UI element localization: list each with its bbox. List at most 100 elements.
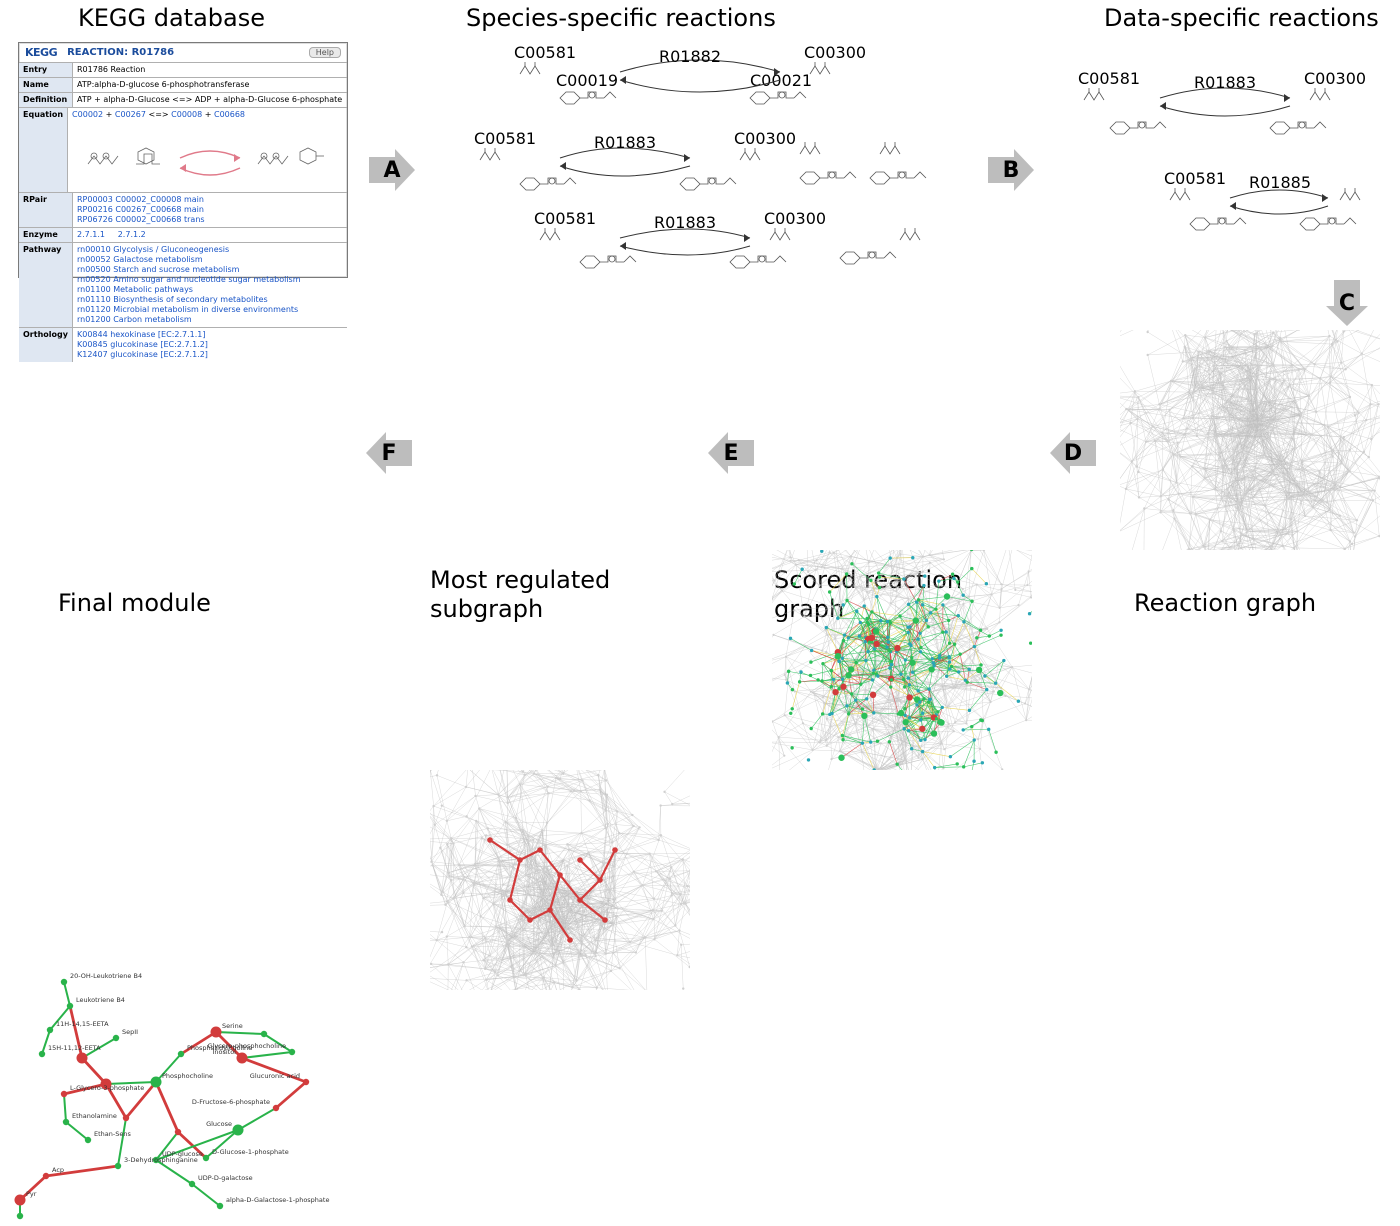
data-reactions-diagram: C00581 C00300 R01883 C00581 R01885 <box>1060 42 1390 278</box>
svg-text:R01883: R01883 <box>594 133 656 152</box>
kegg-val-enzyme: 2.7.1.1 2.7.1.2 <box>73 228 347 242</box>
kegg-pw4[interactable]: rn00520 Amino sugar and nucleotide sugar… <box>77 275 343 285</box>
kegg-help-button[interactable]: Help <box>309 47 341 58</box>
kegg-reaction-title: REACTION: R01786 <box>67 47 174 58</box>
arrow-E-label: E <box>723 441 738 466</box>
caption-subgraph-l2: subgraph <box>430 595 543 623</box>
svg-text:C00581: C00581 <box>474 129 536 148</box>
kegg-or1[interactable]: K00844 hexokinase [EC:2.7.1.1] <box>77 330 343 340</box>
kegg-enzyme-2[interactable]: 2.7.1.2 <box>118 230 146 239</box>
kegg-eq-diagram <box>80 124 340 186</box>
kegg-val-rpair: RP00003 C00002_C00008 main RP00216 C0026… <box>73 193 347 227</box>
scored-graph-panel <box>772 550 1032 770</box>
kegg-val-pathway: rn00010 Glycolysis / Gluconeogenesis rn0… <box>73 243 347 327</box>
kegg-eq-c3[interactable]: C00008 <box>171 110 202 119</box>
final-module-panel: 20-OH-Leukotriene B4Leukotriene B411H-14… <box>6 962 356 1222</box>
kegg-pw2[interactable]: rn00052 Galactose metabolism <box>77 255 343 265</box>
data-reactions-panel: C00581 C00300 R01883 C00581 R01885 <box>1060 42 1390 278</box>
arrow-A-label: A <box>383 158 400 183</box>
kegg-pw7[interactable]: rn01120 Microbial metabolism in diverse … <box>77 305 343 315</box>
kegg-or2[interactable]: K00845 glucokinase [EC:2.7.1.2] <box>77 340 343 350</box>
arrow-B-label: B <box>1003 158 1020 183</box>
species-reactions-diagram: C00581 C00300 C00019 C00021 R01882 C0058… <box>440 42 960 278</box>
kegg-val-name: ATP:alpha-D-glucose 6-phosphotransferase <box>73 78 347 92</box>
kegg-pw6[interactable]: rn01110 Biosynthesis of secondary metabo… <box>77 295 343 305</box>
kegg-eq-op: <=> <box>148 110 171 119</box>
svg-text:R01885: R01885 <box>1249 173 1311 192</box>
kegg-val-entry: R01786 Reaction <box>73 63 347 77</box>
kegg-row-rpair: RPair RP00003 C00002_C00008 main RP00216… <box>19 192 347 227</box>
svg-text:R01883: R01883 <box>1194 73 1256 92</box>
kegg-header: KEGG REACTION: R01786 Help <box>19 43 347 62</box>
arrow-C: C <box>1320 276 1374 330</box>
caption-rgraph: Reaction graph <box>1134 589 1316 618</box>
svg-text:R01883: R01883 <box>654 213 716 232</box>
kegg-eq-c2[interactable]: C00267 <box>115 110 146 119</box>
title-species: Species-specific reactions <box>466 4 776 32</box>
kegg-row-orthology: Orthology K00844 hexokinase [EC:2.7.1.1]… <box>19 327 347 362</box>
svg-text:R01882: R01882 <box>659 47 721 66</box>
kegg-row-enzyme: Enzyme 2.7.1.1 2.7.1.2 <box>19 227 347 242</box>
kegg-key-eq: Equation <box>19 108 68 192</box>
kegg-row-equation: Equation C00002 + C00267 <=> C00008 + C0… <box>19 107 347 192</box>
kegg-row-name: Name ATP:alpha-D-glucose 6-phosphotransf… <box>19 77 347 92</box>
kegg-card: KEGG REACTION: R01786 Help Entry R01786 … <box>18 42 348 278</box>
svg-text:C00300: C00300 <box>734 129 796 148</box>
svg-text:C00021: C00021 <box>750 71 812 90</box>
arrow-E: E <box>704 426 758 480</box>
arrow-A: A <box>365 143 419 197</box>
svg-text:C00581: C00581 <box>514 43 576 62</box>
kegg-row-definition: Definition ATP + alpha-D-Glucose <=> ADP… <box>19 92 347 107</box>
caption-subgraph: Most regulated subgraph <box>430 566 610 624</box>
caption-subgraph-l1: Most regulated <box>430 566 610 594</box>
kegg-rpair-3[interactable]: RP06726 C00002_C00668 trans <box>77 215 343 225</box>
kegg-key-pathway: Pathway <box>19 243 73 327</box>
svg-text:C00300: C00300 <box>1304 69 1366 88</box>
caption-final: Final module <box>58 589 211 618</box>
kegg-key-def: Definition <box>19 93 73 107</box>
title-kegg: KEGG database <box>78 4 265 32</box>
reaction-graph-panel <box>1120 330 1380 550</box>
subgraph-svg <box>430 770 690 990</box>
arrow-D-label: D <box>1064 441 1082 466</box>
svg-text:C00581: C00581 <box>1078 69 1140 88</box>
kegg-pw1[interactable]: rn00010 Glycolysis / Gluconeogenesis <box>77 245 343 255</box>
kegg-rpair-2[interactable]: RP00216 C00267_C00668 main <box>77 205 343 215</box>
svg-text:C00300: C00300 <box>764 209 826 228</box>
kegg-or3[interactable]: K12407 glucokinase [EC:2.7.1.2] <box>77 350 343 360</box>
kegg-rpair-1[interactable]: RP00003 C00002_C00008 main <box>77 195 343 205</box>
kegg-val-eq: C00002 + C00267 <=> C00008 + C00668 <box>68 108 352 192</box>
kegg-key-enzyme: Enzyme <box>19 228 73 242</box>
svg-text:C00581: C00581 <box>1164 169 1226 188</box>
reaction-graph-svg <box>1120 330 1380 550</box>
scored-graph-svg <box>772 550 1032 770</box>
arrow-C-label: C <box>1339 291 1355 316</box>
title-data: Data-specific reactions <box>1104 4 1379 32</box>
kegg-pw8[interactable]: rn01200 Carbon metabolism <box>77 315 343 325</box>
final-module-svg: 20-OH-Leukotriene B4Leukotriene B411H-14… <box>6 962 356 1222</box>
kegg-eq-c4[interactable]: C00668 <box>214 110 245 119</box>
arrow-F-label: F <box>381 441 396 466</box>
kegg-eq-c1[interactable]: C00002 <box>72 110 103 119</box>
kegg-row-pathway: Pathway rn00010 Glycolysis / Gluconeogen… <box>19 242 347 327</box>
kegg-key-rpair: RPair <box>19 193 73 227</box>
kegg-logo: KEGG <box>25 46 57 59</box>
kegg-pw3[interactable]: rn00500 Starch and sucrose metabolism <box>77 265 343 275</box>
kegg-key-entry: Entry <box>19 63 73 77</box>
svg-text:C00581: C00581 <box>534 209 596 228</box>
kegg-row-entry: Entry R01786 Reaction <box>19 62 347 77</box>
arrow-B: B <box>984 143 1038 197</box>
arrow-F: F <box>362 426 416 480</box>
subgraph-panel <box>430 770 690 990</box>
kegg-val-orth: K00844 hexokinase [EC:2.7.1.1] K00845 gl… <box>73 328 347 362</box>
kegg-eq-structures <box>72 120 348 190</box>
kegg-key-name: Name <box>19 78 73 92</box>
species-reactions-panel: C00581 C00300 C00019 C00021 R01882 C0058… <box>440 42 960 278</box>
svg-text:C00300: C00300 <box>804 43 866 62</box>
kegg-val-def: ATP + alpha-D-Glucose <=> ADP + alpha-D-… <box>73 93 347 107</box>
svg-text:C00019: C00019 <box>556 71 618 90</box>
kegg-enzyme-1[interactable]: 2.7.1.1 <box>77 230 105 239</box>
kegg-key-orth: Orthology <box>19 328 73 362</box>
kegg-pw5[interactable]: rn01100 Metabolic pathways <box>77 285 343 295</box>
arrow-D: D <box>1046 426 1100 480</box>
